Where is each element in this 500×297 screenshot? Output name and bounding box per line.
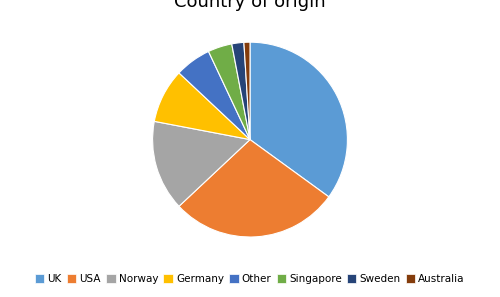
Wedge shape [250,42,348,197]
Legend: UK, USA, Norway, Germany, Other, Singapore, Sweden, Australia: UK, USA, Norway, Germany, Other, Singapo… [35,274,465,284]
Wedge shape [152,121,250,206]
Wedge shape [232,42,250,140]
Wedge shape [208,44,250,140]
Wedge shape [179,51,250,140]
Wedge shape [154,73,250,140]
Title: Country of origin: Country of origin [174,0,326,11]
Wedge shape [244,42,250,140]
Wedge shape [179,140,329,237]
